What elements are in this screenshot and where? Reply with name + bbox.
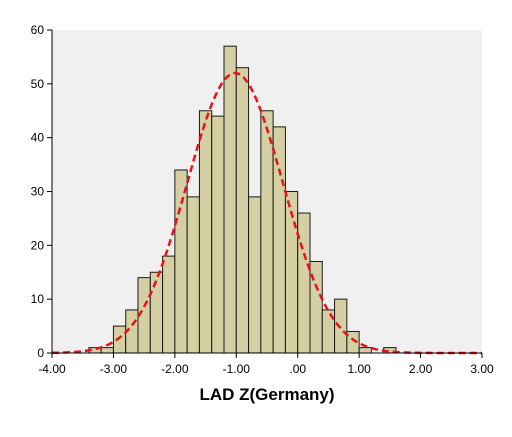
histogram-bar-7 [174, 169, 188, 354]
x-tick-label: 1.00 [347, 362, 371, 376]
x-tick-label: -4.00 [38, 362, 66, 376]
y-tick-label: 50 [31, 77, 45, 91]
x-tick-label: .00 [289, 362, 306, 376]
y-tick-label: 40 [31, 131, 45, 145]
histogram-bar-6 [162, 255, 176, 354]
histogram-bar-13 [248, 196, 262, 354]
x-tick-label: -2.00 [161, 362, 189, 376]
x-tick-label: -1.00 [223, 362, 251, 376]
y-axis-ticks: 0 10 20 30 40 50 60 [31, 23, 52, 360]
histogram-bar-10 [211, 115, 225, 354]
y-tick-label: 10 [31, 292, 45, 306]
histogram-bar-11 [223, 45, 237, 354]
histogram-bar-14 [260, 110, 274, 354]
x-tick-label: 3.00 [470, 362, 494, 376]
histogram-bar-1 [100, 347, 114, 354]
y-tick-label: 30 [31, 185, 45, 199]
histogram-bar-2 [112, 325, 127, 354]
histogram-bar-15 [272, 126, 286, 354]
histogram-bar-8 [186, 196, 200, 354]
y-tick-label: 0 [37, 346, 44, 360]
x-tick-label: -3.00 [100, 362, 128, 376]
histogram-bar-12 [235, 67, 250, 354]
histogram-bar-17 [297, 212, 311, 354]
y-tick-label: 60 [31, 23, 45, 37]
histogram-bars [88, 45, 397, 354]
x-axis-title: LAD Z(Germany) [199, 385, 334, 404]
histogram-bar-9 [198, 110, 213, 354]
histogram-bar-5 [149, 271, 164, 354]
histogram-bar-22 [358, 347, 372, 354]
x-tick-label: 2.00 [409, 362, 433, 376]
x-axis-ticks: -4.00 -3.00 -2.00 -1.00 .00 1.00 2.00 3.00 [38, 353, 494, 376]
histogram-bar-20 [334, 298, 348, 354]
y-tick-label: 20 [31, 238, 45, 252]
